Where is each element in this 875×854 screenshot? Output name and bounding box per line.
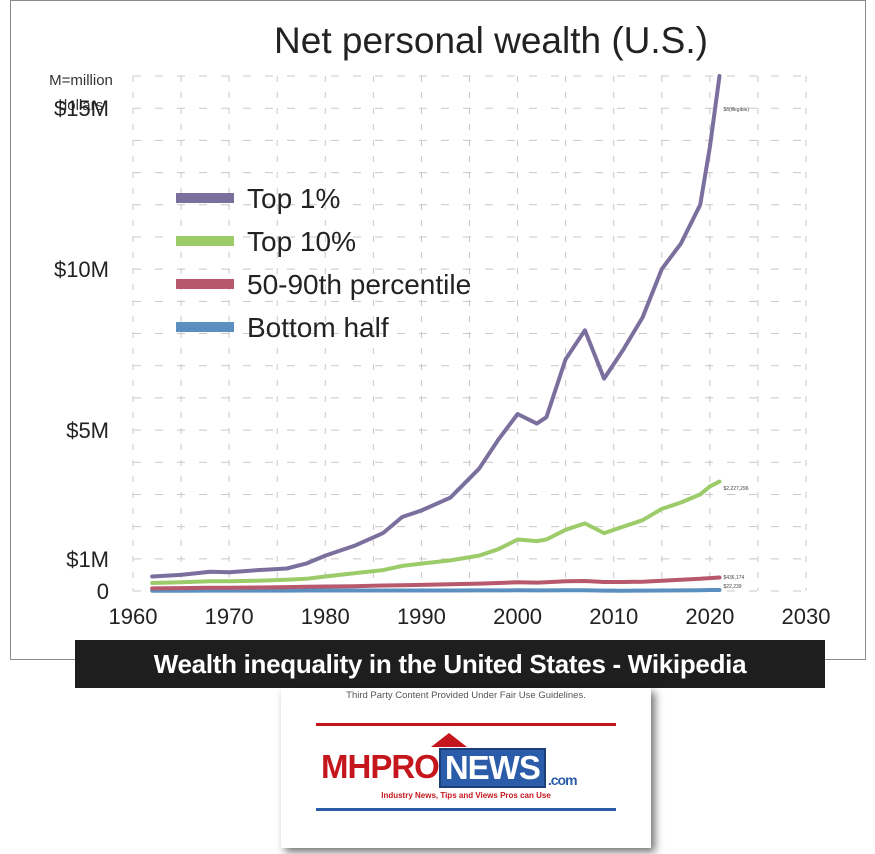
fair-use-note: Third Party Content Provided Under Fair … <box>346 690 586 701</box>
x-tick-label: 1990 <box>397 604 446 629</box>
x-tick-label: 2010 <box>589 604 638 629</box>
legend-entry-label: Bottom half <box>247 312 389 343</box>
y-tick-label: $10M <box>54 257 109 282</box>
series-line-50-90th-percentile <box>150 575 722 591</box>
mhpronews-logo-card: Third Party Content Provided Under Fair … <box>281 688 651 848</box>
legend-entry-label: 50-90th percentile <box>247 269 471 300</box>
legend-swatch <box>176 322 234 332</box>
logo-com-text: .com <box>547 772 578 788</box>
caption-banner: Wealth inequality in the United States -… <box>75 640 825 688</box>
x-tick-label: 1980 <box>301 604 350 629</box>
x-tick-label: 1960 <box>109 604 158 629</box>
y-tick-label: $15M <box>54 96 109 121</box>
legend-entry-label: Top 1% <box>247 183 340 214</box>
x-tick-label: 1970 <box>205 604 254 629</box>
y-tick-label: 0 <box>97 579 109 604</box>
series-line-bottom-half <box>150 588 722 593</box>
series-line-top-1- <box>150 74 722 579</box>
logo-blue-rule <box>316 808 616 811</box>
logo-roof-icon <box>431 733 467 747</box>
legend-swatch <box>176 279 234 289</box>
x-tick-label: 2020 <box>685 604 734 629</box>
legend-swatch <box>176 236 234 246</box>
chart-frame: Net personal wealth (U.S.) M=million doll… <box>10 0 866 660</box>
x-tick-label: 2000 <box>493 604 542 629</box>
logo-mhpro-text: MHPRO <box>321 748 440 785</box>
x-tick-label: 2030 <box>782 604 831 629</box>
logo-news-text: NEWS <box>438 748 546 788</box>
series-end-label: $436,174 <box>723 575 744 581</box>
legend-swatch <box>176 193 234 203</box>
legend-entry-label: Top 10% <box>247 226 356 257</box>
series-end-label: $2,227,296 <box>723 486 748 492</box>
series-line-top-10- <box>150 479 722 585</box>
y-axis-label-line-1: M=million <box>49 72 113 89</box>
line-chart: Net personal wealth (U.S.) M=million doll… <box>49 20 831 629</box>
series-end-label: $6(illegible) <box>723 107 749 113</box>
series-end-label: $22,239 <box>723 584 741 590</box>
chart-title: Net personal wealth (U.S.) <box>274 20 708 61</box>
y-axis-label-line-2: dollars <box>59 97 103 114</box>
y-tick-label: $1M <box>66 547 109 572</box>
y-tick-label: $5M <box>66 418 109 443</box>
logo-tagline: Industry News, Tips and Views Pros can U… <box>381 791 551 800</box>
logo-red-rule <box>316 723 616 726</box>
logo-wordmark: MHPRO NEWS .com <box>321 748 578 788</box>
